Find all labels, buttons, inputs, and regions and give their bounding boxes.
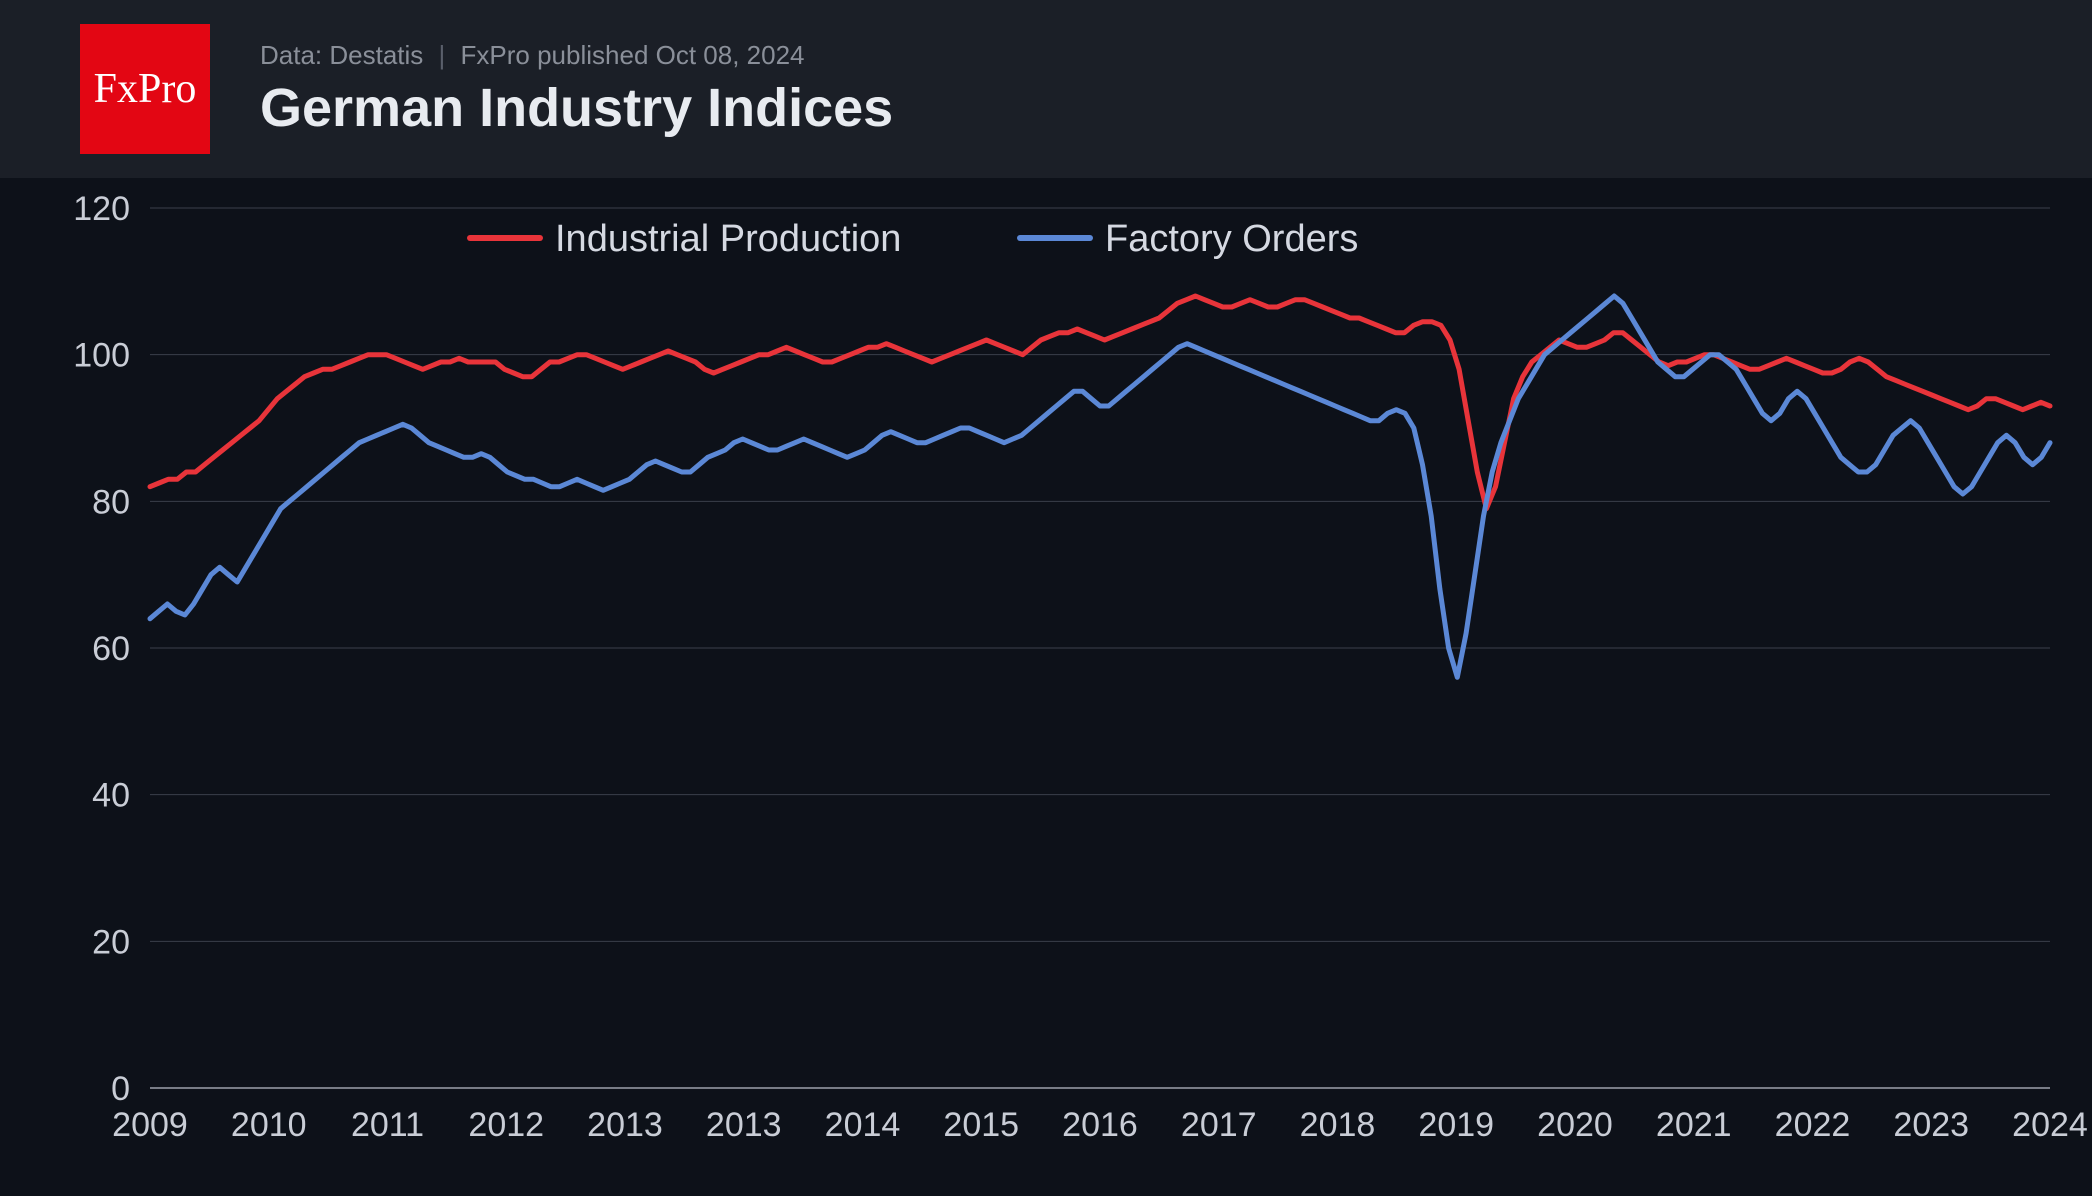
x-axis-label: 2018 — [1300, 1106, 1376, 1144]
x-axis-label: 2013 — [587, 1106, 663, 1144]
y-axis-label: 40 — [92, 777, 130, 815]
x-axis-label: 2020 — [1537, 1106, 1613, 1144]
publish-info-label: FxPro published Oct 08, 2024 — [461, 40, 805, 70]
header-text-block: Data: Destatis | FxPro published Oct 08,… — [260, 40, 893, 139]
x-axis-label: 2022 — [1775, 1106, 1851, 1144]
y-axis-label: 0 — [111, 1070, 130, 1108]
x-axis-label: 2012 — [468, 1106, 544, 1144]
x-axis-label: 2010 — [231, 1106, 307, 1144]
x-axis-label: 2019 — [1418, 1106, 1494, 1144]
chart-area: 0 20 40 60 80 100 120 2009 2010 2011 2012 2013 2013 2… — [0, 178, 2092, 1196]
series-line — [150, 296, 2050, 509]
x-axis-label: 2021 — [1656, 1106, 1732, 1144]
brand-logo-text: FxPro — [94, 65, 197, 113]
x-axis-label: 2016 — [1062, 1106, 1138, 1144]
y-axis-label: 120 — [73, 190, 130, 228]
x-axis-label: 2011 — [351, 1106, 424, 1144]
y-axis-label: 80 — [92, 483, 130, 521]
x-axis-label: 2013 — [706, 1106, 782, 1144]
legend-label: Factory Orders — [1105, 218, 1358, 260]
x-axis-label: 2014 — [825, 1106, 901, 1144]
series-line — [150, 296, 2050, 677]
data-source-label: Data: Destatis — [260, 40, 423, 70]
y-axis-label: 60 — [92, 630, 130, 668]
x-axis-label: 2017 — [1181, 1106, 1257, 1144]
chart-title: German Industry Indices — [260, 77, 893, 139]
y-axis-label: 20 — [92, 923, 130, 961]
brand-logo: FxPro — [80, 24, 210, 154]
chart-header: FxPro Data: Destatis | FxPro published O… — [0, 0, 2092, 178]
y-axis-label: 100 — [73, 337, 130, 375]
line-chart-svg: 0 20 40 60 80 100 120 2009 2010 2011 2012 2013 2013 2… — [0, 178, 2092, 1196]
legend-label: Industrial Production — [555, 218, 901, 260]
subtitle-separator: | — [439, 40, 446, 70]
x-axis-label: 2023 — [1893, 1106, 1969, 1144]
x-axis-label: 2024 — [2012, 1106, 2088, 1144]
chart-subtitle: Data: Destatis | FxPro published Oct 08,… — [260, 40, 893, 71]
x-axis-label: 2015 — [943, 1106, 1019, 1144]
x-axis-label: 2009 — [112, 1106, 188, 1144]
